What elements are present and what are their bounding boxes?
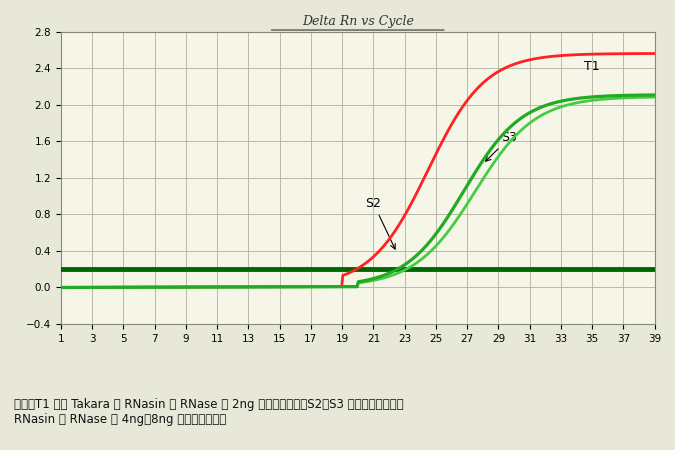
Text: Delta Rn vs Cycle: Delta Rn vs Cycle [302, 15, 414, 28]
Text: S2: S2 [366, 197, 396, 249]
Text: 图七：T1 号为 Takara 的 RNasin 在 RNase 为 2ng 时的抑制效果，S2、S3 分别为新景生物的
RNasin 在 RNase 为 4n: 图七：T1 号为 Takara 的 RNasin 在 RNase 为 2ng 时… [14, 398, 403, 426]
Text: S3: S3 [486, 131, 518, 161]
Text: T1: T1 [585, 60, 600, 73]
